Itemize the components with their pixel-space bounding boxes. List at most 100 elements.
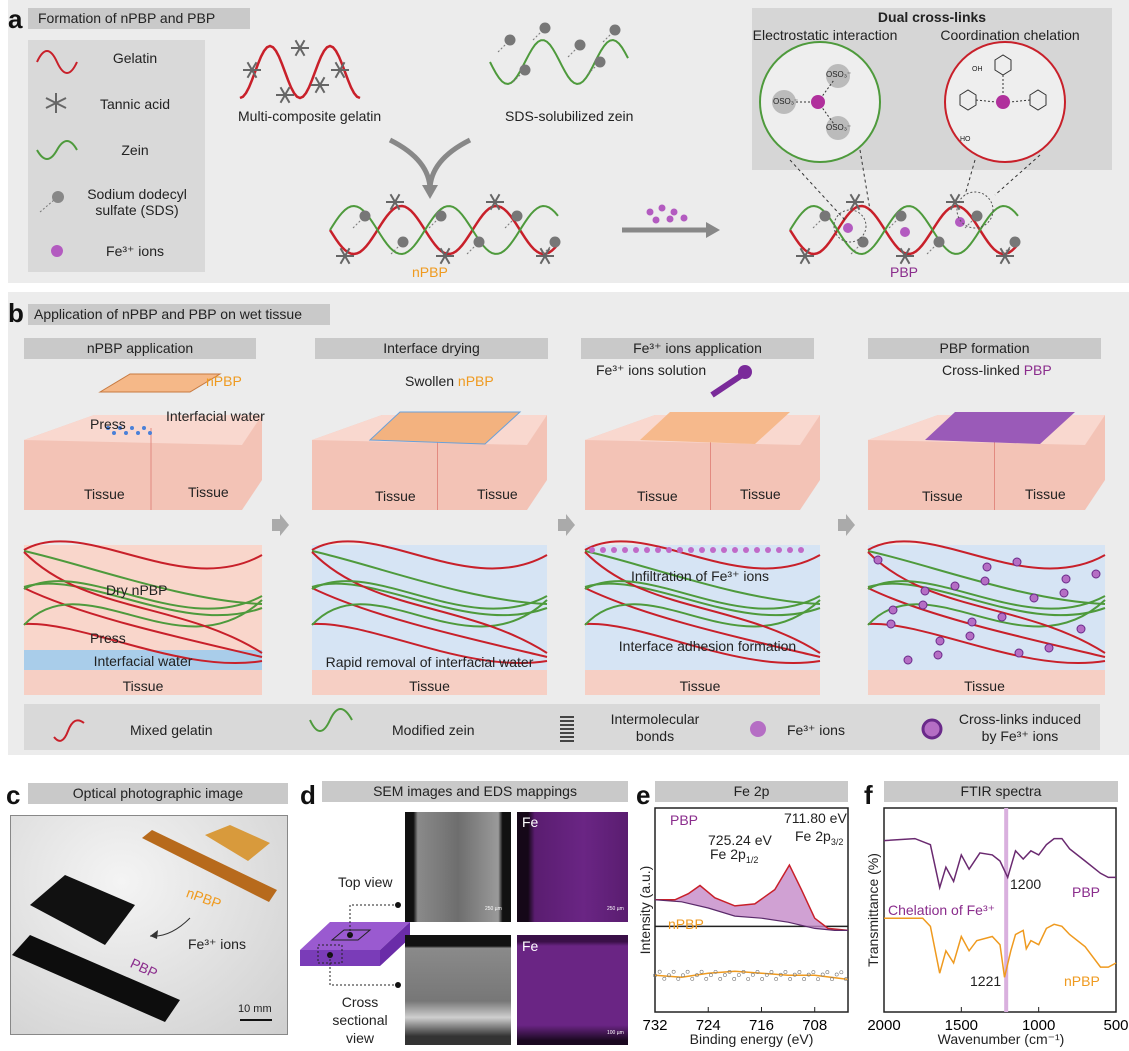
data-point: [811, 970, 816, 975]
sds-icon: [39, 191, 64, 213]
tannic-acid-icon: [849, 193, 861, 211]
data-point: [681, 973, 685, 978]
legend-fe-ions: Fe³⁺ ions: [106, 243, 164, 259]
purple-dot-icon: [51, 245, 63, 257]
x-tick-label: 708: [802, 1017, 827, 1034]
press-label: Press: [90, 630, 126, 646]
npbp-text: nPBP: [457, 373, 494, 389]
panel-f-label: f: [864, 780, 873, 810]
series-label-npbp: nPBP: [668, 916, 704, 932]
series-line-npbp: [884, 917, 1117, 978]
panel-b-legend: [24, 704, 1100, 750]
data-point: [778, 972, 783, 977]
fe-ion-icon: [688, 547, 694, 553]
combine-arrow: [388, 137, 472, 191]
x-tick-label: 716: [749, 1017, 774, 1034]
x-axis-label: Binding energy (eV): [689, 1031, 814, 1047]
data-point: [825, 970, 830, 975]
fe-solution-label: Fe³⁺ ions solution: [596, 362, 707, 378]
x-tick-label: 732: [642, 1017, 667, 1034]
data-point: [755, 970, 760, 974]
peak-label-1221: 1221: [970, 973, 1002, 989]
tannic-acid-icon: [489, 193, 501, 211]
x-tick-label: 1000: [1022, 1017, 1055, 1034]
water-droplet: [118, 426, 122, 430]
npbp-strip: [142, 830, 277, 902]
legend-sds: Sodium dodecyl sulfate (SDS): [87, 186, 187, 218]
data-point: [802, 977, 806, 981]
dry-npbp-label: Dry nPBP: [106, 582, 168, 598]
tannic-acid-icon: [949, 193, 961, 211]
data-point: [769, 970, 774, 974]
cross-link-icon: [1059, 588, 1069, 598]
tissue-layer-label: Tissue: [964, 678, 1005, 694]
y-axis-label: Transmittance (%): [865, 853, 881, 967]
sds-icon: [519, 64, 531, 76]
eds-cross-image: [517, 935, 628, 1045]
panel-a-label: a: [8, 4, 23, 34]
intermolecular-bonds-icon: [560, 716, 574, 742]
series-label-pbp: PBP: [1072, 884, 1101, 900]
fe-ion-icon: [589, 547, 595, 553]
cross-link-icon: [888, 605, 898, 615]
data-point: [671, 969, 676, 974]
data-point: [820, 972, 825, 977]
sds-icon: [435, 210, 447, 222]
x-axis-label: Wavenumber (cm⁻¹): [937, 1031, 1065, 1047]
tannic-acid-icon: [334, 61, 346, 79]
x-tick-label: 724: [696, 1017, 721, 1034]
gelatin-chain: [239, 44, 361, 100]
sds-icon: [971, 210, 983, 222]
fe-ion-icon: [732, 547, 738, 553]
data-point: [764, 972, 769, 977]
legend-intermolecular-bonds: Intermolecular bonds: [610, 711, 700, 744]
fe-ion-icon: [600, 547, 606, 553]
cross-linked-text: Cross-linked: [942, 362, 1024, 378]
npbp-film-label: nPBP: [206, 373, 242, 389]
data-point: [653, 973, 657, 978]
zein-chain: [584, 550, 821, 605]
step-header-interface-drying: Interface drying: [315, 338, 548, 359]
tannic-acid-icon: [439, 247, 451, 265]
mixed-gelatin-icon: [53, 719, 85, 742]
fe-ion-icon: [787, 547, 793, 553]
gelatin-chain: [311, 622, 548, 665]
plot-frame: [883, 807, 1117, 1013]
pbp-piece: [30, 875, 135, 945]
fe-ion-icon: [633, 547, 639, 553]
sds-icon: [359, 210, 371, 222]
sds-icon: [539, 22, 551, 34]
gelatin-chain: [23, 551, 263, 654]
zein-chain: [311, 550, 548, 605]
cross-link-icon: [903, 655, 913, 665]
sds-icon: [1009, 236, 1021, 248]
data-point: [704, 976, 709, 981]
dual-cross-links-title: Dual cross-links: [877, 9, 987, 25]
npbp-label: nPBP: [412, 264, 448, 280]
tannic-acid-icon: [314, 76, 326, 94]
coordination-chelation-label: Coordination chelation: [940, 27, 1080, 43]
tissue-label: Tissue: [375, 488, 416, 504]
water-droplet: [124, 431, 128, 435]
interfacial-water-layer-label: Interfacial water: [93, 653, 193, 669]
series-label-pbp: PBP: [670, 812, 699, 828]
sds-tail: [567, 44, 581, 58]
tissue-label: Tissue: [740, 486, 781, 502]
peak-label-725: 725.24 eV: [708, 832, 772, 848]
top-view-label: Top view: [338, 874, 393, 890]
panel-b-schematics: [23, 365, 1106, 695]
gelatin-chain: [584, 551, 821, 654]
fe-ion-icon: [666, 547, 672, 553]
cross-link-icon: [886, 619, 896, 629]
cross-link-icon: [982, 562, 992, 572]
zein-chain: [584, 582, 821, 617]
zein-chain: [584, 599, 821, 628]
swollen-text: Swollen: [405, 373, 458, 389]
interfacial-water-label: Interfacial water: [166, 408, 265, 424]
zein-chain: [867, 580, 1106, 610]
data-point: [760, 977, 765, 981]
fe-ion-icon: [776, 547, 782, 553]
sample-block-schematic: [300, 902, 410, 988]
zein-chain: [311, 580, 548, 610]
